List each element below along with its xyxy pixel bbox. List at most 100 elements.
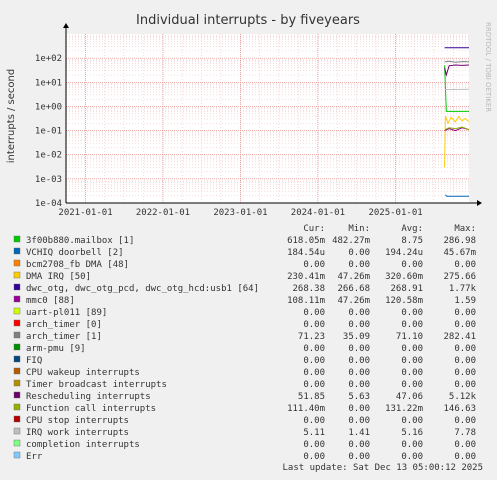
legend-value: 0.00 (454, 416, 476, 426)
legend-value: 5.11 (303, 428, 325, 438)
legend-value: 0.00 (454, 320, 476, 330)
legend-value: 108.11m (287, 296, 325, 306)
series-line (444, 126, 470, 131)
y-tick-label: 1e+01 (35, 78, 62, 88)
legend-value: 618.05m (287, 236, 325, 246)
legend-value: 0.00 (454, 452, 476, 462)
legend-value: 0.00 (348, 404, 370, 414)
x-axis-arrow (477, 200, 482, 206)
legend-value: 1.59 (454, 296, 476, 306)
legend-series-name: arch_timer [0] (26, 320, 102, 330)
legend-value: 482.27m (332, 236, 370, 246)
x-tick-label: 2025-01-01 (368, 208, 422, 218)
legend-value: 45.67m (443, 248, 476, 258)
legend-value: 0.00 (348, 440, 370, 450)
legend-value: 120.58m (385, 296, 423, 306)
legend-value: 0.00 (401, 440, 423, 450)
x-tick-label: 2024-01-01 (291, 208, 345, 218)
legend-column-header: Avg: (401, 224, 423, 234)
legend-swatch (13, 403, 21, 411)
legend-value: 0.00 (454, 308, 476, 318)
y-tick-label: 1e+02 (35, 54, 62, 64)
grid (66, 34, 469, 204)
legend-value: 131.22m (385, 404, 423, 414)
legend-value: 0.00 (303, 356, 325, 366)
legend-value: 275.66 (443, 272, 476, 282)
legend-value: 71.10 (396, 332, 423, 342)
legend-series-name: 3f00b880.mailbox [1] (26, 236, 134, 246)
legend-value: 47.06 (396, 392, 423, 402)
legend-value: 0.00 (401, 320, 423, 330)
legend-series-name: Rescheduling interrupts (26, 392, 151, 402)
axes: 1e+02 1e+01 1e+00 1e-01 1e-02 1e-03 1e-042021-… (35, 23, 482, 218)
legend-value: 0.00 (401, 344, 423, 354)
legend-value: 230.41m (287, 272, 325, 282)
legend-series-name: mmc0 [88] (26, 296, 75, 306)
legend-value: 0.00 (348, 368, 370, 378)
legend-series-name: IRQ work interrupts (26, 428, 129, 438)
legend-value: 5.12k (449, 392, 477, 402)
legend-column-header: Max: (454, 224, 476, 234)
legend-value: 0.00 (348, 356, 370, 366)
legend-series-name: completion interrupts (26, 440, 140, 450)
last-update: Last update: Sat Dec 13 05:00:12 2025 (283, 463, 483, 473)
x-tick-label: 2022-01-01 (136, 208, 190, 218)
plot-area (66, 34, 469, 203)
legend-value: 0.00 (303, 368, 325, 378)
y-tick-label: 1e-04 (35, 199, 62, 209)
legend-value: 71.23 (298, 332, 325, 342)
x-tick-label: 2023-01-01 (213, 208, 267, 218)
legend-value: 266.68 (337, 284, 370, 294)
legend-series-name: Err (26, 452, 43, 462)
legend-swatch (13, 451, 21, 459)
legend-swatch (13, 235, 21, 243)
y-tick-label: 1e-01 (35, 127, 62, 137)
legend-swatch (13, 367, 21, 375)
legend-value: 0.00 (348, 416, 370, 426)
legend-value: 0.00 (454, 440, 476, 450)
legend-value: 35.09 (343, 332, 370, 342)
legend-swatch (13, 319, 21, 327)
legend-series-name: VCHIQ doorbell [2] (26, 248, 124, 258)
y-tick-label: 1e-03 (35, 175, 62, 185)
legend-swatch (13, 259, 21, 267)
legend-value: 111.40m (287, 404, 325, 414)
chart-title: Individual interrupts - by fiveyears (136, 13, 360, 28)
legend-swatch (13, 271, 21, 279)
legend-value: 0.00 (303, 440, 325, 450)
legend-series-name: DMA IRQ [50] (26, 272, 91, 282)
series-line (444, 115, 470, 168)
legend-value: 0.00 (348, 260, 370, 270)
series-line (444, 65, 469, 112)
legend-value: 0.00 (454, 368, 476, 378)
legend-value: 0.00 (401, 368, 423, 378)
legend-value: 320.60m (385, 272, 423, 282)
legend-series-name: bcm2708_fb DMA [48] (26, 260, 129, 270)
legend-value: 0.00 (401, 356, 423, 366)
legend-value: 5.63 (348, 392, 370, 402)
legend-swatch (13, 307, 21, 315)
legend-series-name: CPU stop interrupts (26, 416, 129, 426)
y-tick-label: 1e+00 (35, 102, 62, 112)
legend-value: 0.00 (401, 380, 423, 390)
legend-value: 51.85 (298, 392, 325, 402)
legend-swatch (13, 415, 21, 423)
legend-value: 268.91 (390, 284, 423, 294)
legend-swatch (13, 283, 21, 291)
legend-value: 47.26m (337, 272, 370, 282)
legend: Cur: Min: Avg: Max: 3f00b880.mailbox [1] 618.… (13, 224, 477, 462)
legend-value: 1.41 (348, 428, 370, 438)
legend-series-name: arch_timer [1] (26, 332, 102, 342)
series-line (444, 60, 470, 63)
legend-swatch (13, 391, 21, 399)
legend-value: 0.00 (303, 380, 325, 390)
legend-value: 1.77k (449, 284, 477, 294)
series-lines (444, 47, 470, 197)
legend-value: 0.00 (454, 344, 476, 354)
series-line (444, 64, 470, 77)
legend-value: 0.00 (401, 416, 423, 426)
legend-swatch (13, 295, 21, 303)
y-tick-label: 1e-02 (35, 151, 62, 161)
legend-value: 0.00 (303, 320, 325, 330)
